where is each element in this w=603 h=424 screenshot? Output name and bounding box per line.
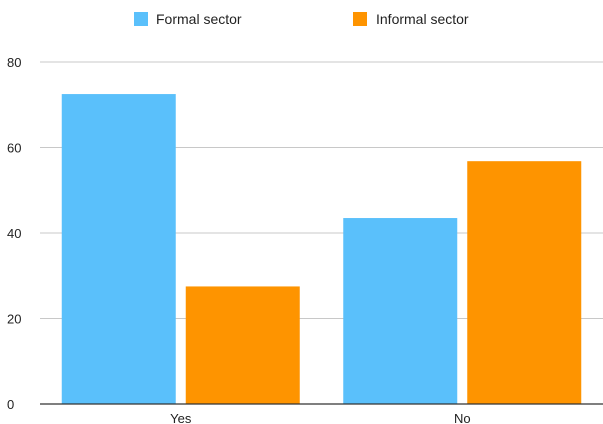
bar-informal-sector-yes <box>185 286 300 404</box>
y-tick-label: 60 <box>7 141 21 156</box>
y-tick-label: 0 <box>7 397 14 412</box>
legend-label-formal-sector: Formal sector <box>156 11 242 27</box>
legend-label-informal-sector: Informal sector <box>376 11 469 27</box>
legend-swatch-formal-sector <box>134 12 148 26</box>
y-tick-label: 40 <box>7 226 21 241</box>
y-tick-label: 80 <box>7 55 21 70</box>
y-axis-ticks: 0 20 40 60 80 <box>7 55 21 412</box>
legend: Formal sector Informal sector <box>134 11 469 27</box>
bar-informal-sector-no <box>467 161 582 404</box>
bar-formal-sector-no <box>343 218 458 404</box>
bar-formal-sector-yes <box>61 94 176 404</box>
bars <box>61 94 582 404</box>
x-tick-label: Yes <box>170 411 192 424</box>
x-tick-label: No <box>454 411 471 424</box>
legend-swatch-informal-sector <box>353 12 367 26</box>
y-tick-label: 20 <box>7 312 21 327</box>
x-axis-ticks: Yes No <box>170 411 470 424</box>
